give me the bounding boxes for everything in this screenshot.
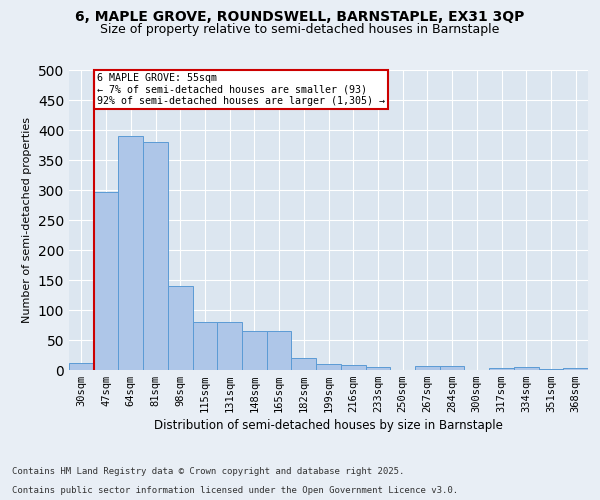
Bar <box>267 331 292 370</box>
Bar <box>341 364 365 370</box>
Bar <box>415 366 440 370</box>
Bar <box>143 142 168 370</box>
Bar <box>563 368 588 370</box>
Text: Size of property relative to semi-detached houses in Barnstaple: Size of property relative to semi-detach… <box>100 22 500 36</box>
Bar <box>539 369 563 370</box>
Bar <box>365 367 390 370</box>
X-axis label: Distribution of semi-detached houses by size in Barnstaple: Distribution of semi-detached houses by … <box>154 420 503 432</box>
Bar <box>168 286 193 370</box>
Bar <box>514 367 539 370</box>
Bar <box>292 358 316 370</box>
Bar <box>217 322 242 370</box>
Text: 6 MAPLE GROVE: 55sqm
← 7% of semi-detached houses are smaller (93)
92% of semi-d: 6 MAPLE GROVE: 55sqm ← 7% of semi-detach… <box>97 73 385 106</box>
Bar <box>69 363 94 370</box>
Y-axis label: Number of semi-detached properties: Number of semi-detached properties <box>22 117 32 323</box>
Bar <box>440 366 464 370</box>
Bar <box>316 364 341 370</box>
Text: Contains public sector information licensed under the Open Government Licence v3: Contains public sector information licen… <box>12 486 458 495</box>
Bar <box>94 192 118 370</box>
Text: Contains HM Land Registry data © Crown copyright and database right 2025.: Contains HM Land Registry data © Crown c… <box>12 467 404 476</box>
Bar <box>118 136 143 370</box>
Text: 6, MAPLE GROVE, ROUNDSWELL, BARNSTAPLE, EX31 3QP: 6, MAPLE GROVE, ROUNDSWELL, BARNSTAPLE, … <box>76 10 524 24</box>
Bar <box>193 322 217 370</box>
Bar <box>489 368 514 370</box>
Bar <box>242 331 267 370</box>
